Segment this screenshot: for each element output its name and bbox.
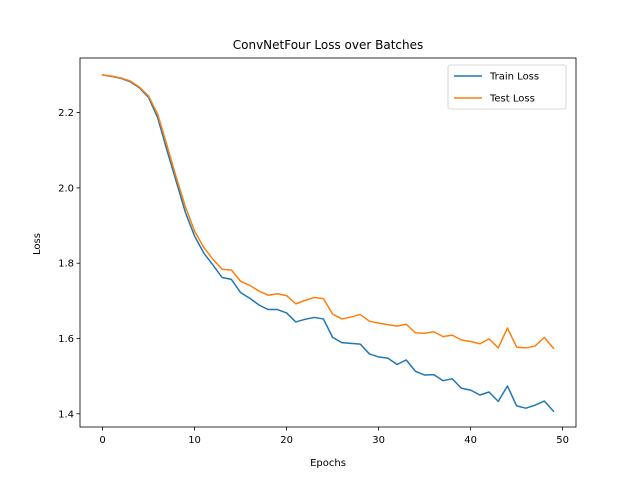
x-axis-label: Epochs [310, 458, 346, 469]
x-tick-label: 40 [464, 435, 477, 446]
series-line-test-loss [101, 74, 555, 350]
y-tick-label: 1.4 [58, 409, 74, 420]
y-tick-label: 2.0 [58, 183, 74, 194]
y-axis-label: Loss [32, 233, 43, 255]
series-line-train-loss [101, 74, 555, 413]
x-tick-label: 10 [188, 435, 201, 446]
legend-label-train-loss: Train Loss [489, 72, 539, 83]
x-tick-label: 30 [372, 435, 385, 446]
axes-frame [79, 57, 577, 428]
chart-title: ConvNetFour Loss over Batches [233, 38, 424, 52]
y-tick-label: 1.6 [58, 334, 74, 345]
legend-label-test-loss: Test Loss [489, 94, 535, 105]
x-tick-label: 20 [280, 435, 293, 446]
legend: Train Loss Test Loss [447, 64, 567, 110]
plot-area: 0 10 20 30 40 50 1.4 1.6 1.8 2.0 2.2 [58, 57, 577, 446]
y-tick-label: 2.2 [58, 108, 74, 119]
x-tick-label: 50 [556, 435, 569, 446]
x-tick-label: 0 [99, 435, 105, 446]
y-tick-label: 1.8 [58, 259, 74, 270]
